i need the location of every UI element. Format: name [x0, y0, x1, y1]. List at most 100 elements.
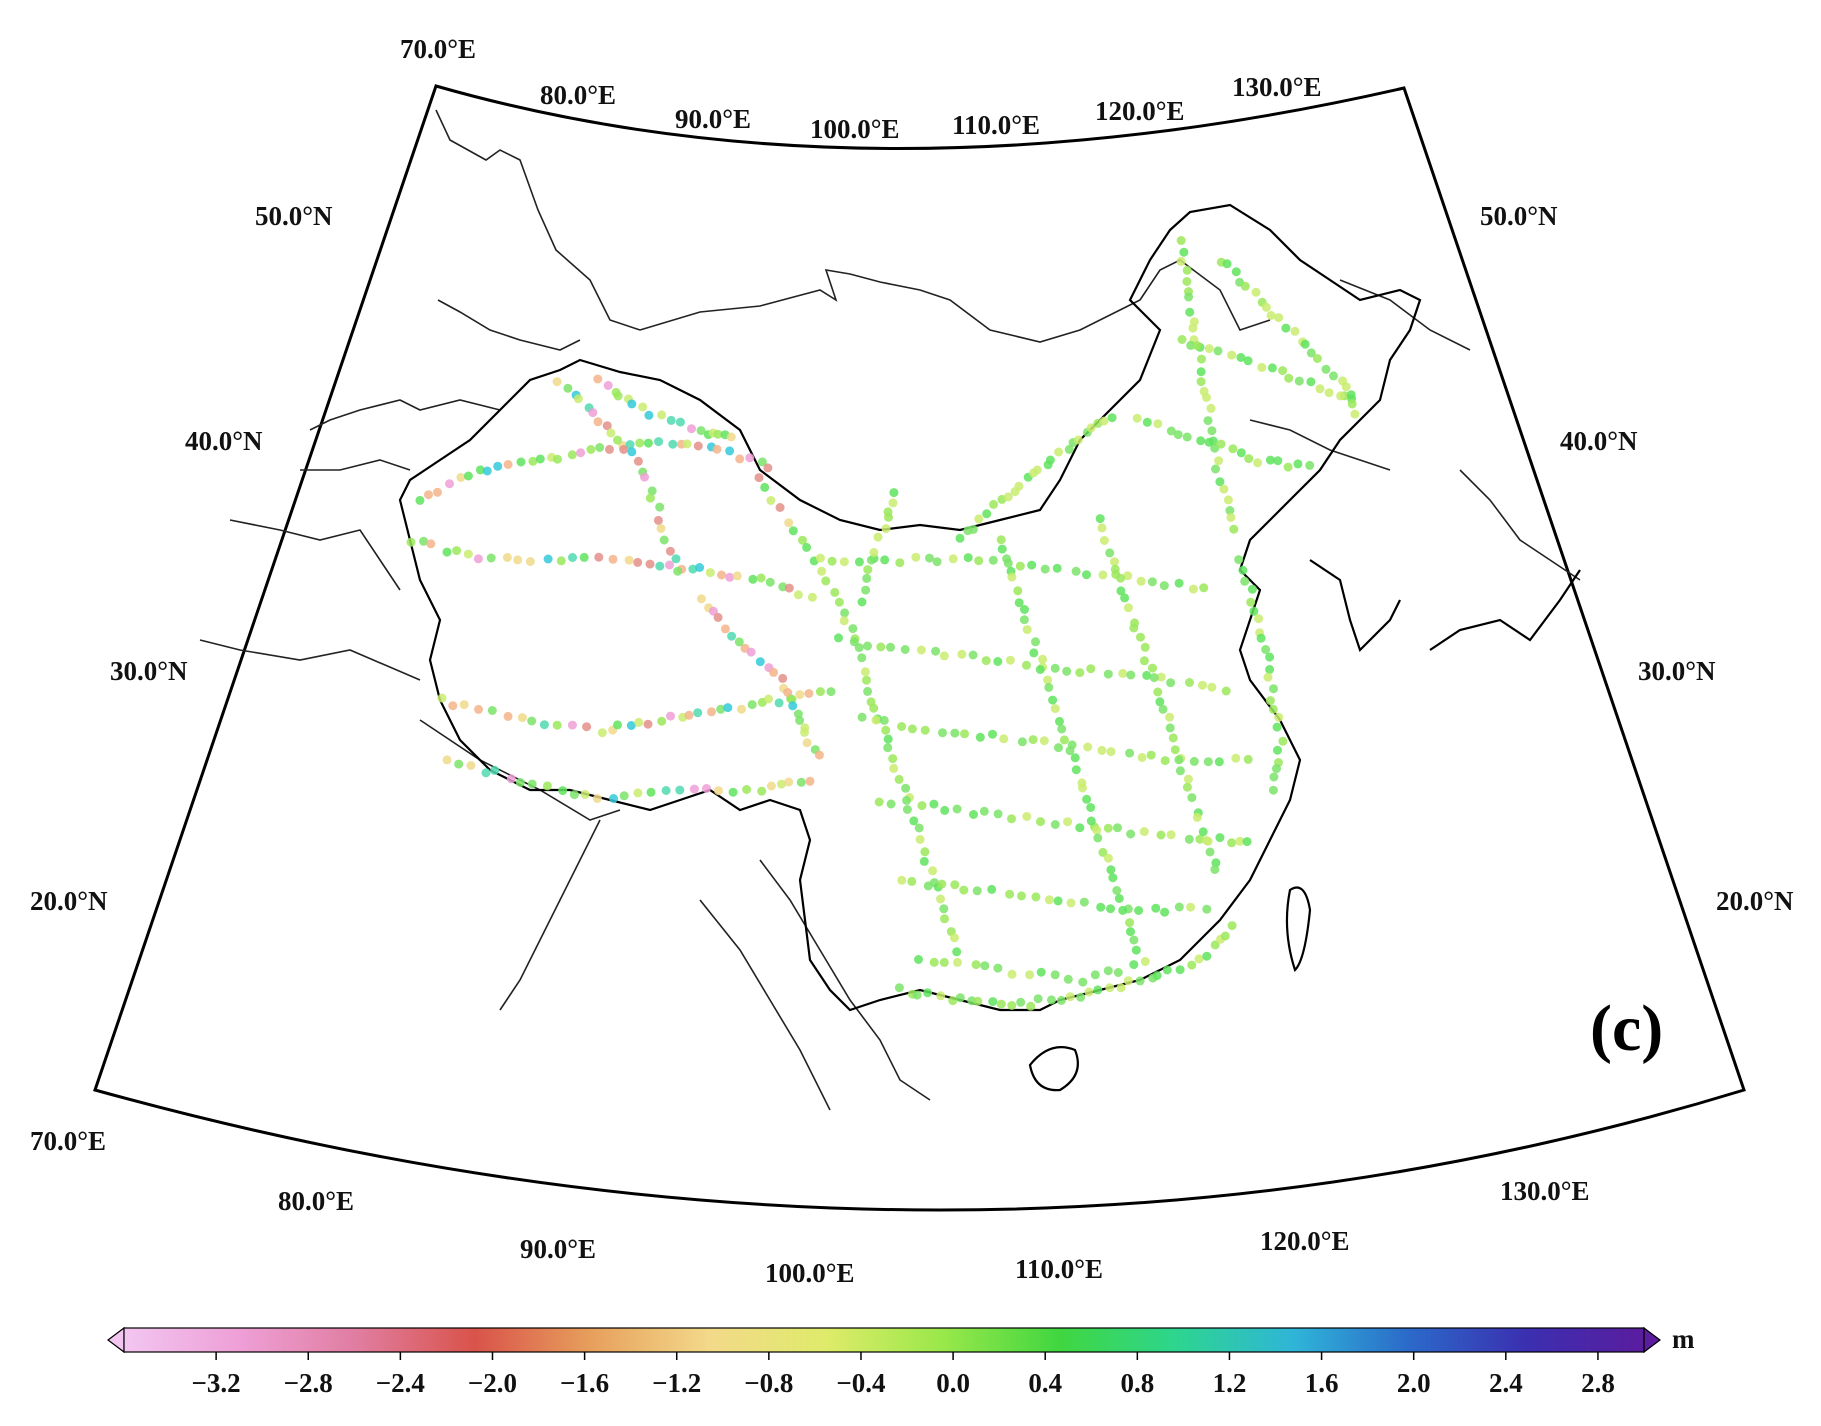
data-point [914, 955, 923, 964]
data-point [1202, 951, 1212, 961]
data-point [742, 785, 752, 794]
data-point [1071, 566, 1081, 576]
data-point [1098, 847, 1108, 857]
data-point [1219, 484, 1229, 494]
data-point [929, 957, 939, 967]
data-point [1227, 838, 1237, 848]
data-point [1103, 823, 1113, 833]
data-point [1014, 481, 1024, 491]
data-point [675, 785, 685, 795]
colorbar-tick-label: −3.2 [192, 1368, 241, 1398]
data-point [1116, 983, 1126, 993]
data-point [840, 608, 850, 618]
data-point [1265, 652, 1275, 662]
data-point [1228, 444, 1238, 454]
data-point [666, 415, 676, 425]
data-point [552, 720, 562, 730]
data-point [1033, 994, 1043, 1004]
data-point [980, 961, 990, 971]
data-point [1044, 895, 1054, 905]
data-point [911, 552, 921, 562]
data-point [1198, 827, 1208, 837]
data-point [613, 720, 622, 730]
data-point [1273, 456, 1283, 466]
data-point [1189, 756, 1199, 766]
data-point [866, 555, 876, 565]
data-point [873, 532, 883, 542]
data-point [542, 781, 552, 791]
data-point [1142, 670, 1152, 680]
data-point [1249, 606, 1259, 616]
data-point [1153, 419, 1163, 429]
data-point [1182, 277, 1192, 286]
data-point [1002, 554, 1012, 564]
data-point [588, 408, 598, 418]
data-point [1166, 426, 1176, 436]
data-point [1140, 957, 1150, 966]
data-point [442, 755, 452, 765]
data-point [1253, 458, 1263, 468]
data-point [1156, 672, 1166, 682]
lon-label-top-70: 70.0°E [400, 34, 476, 64]
data-point [863, 641, 872, 651]
data-point [1210, 865, 1220, 874]
data-point [1159, 581, 1169, 591]
data-point [732, 571, 742, 581]
data-point [745, 453, 755, 463]
data-point [900, 645, 910, 654]
colorbar-tick-label: −1.2 [652, 1368, 701, 1398]
data-point [1227, 921, 1237, 931]
data-point [860, 667, 870, 677]
data-point [1025, 970, 1035, 980]
data-point [1136, 576, 1146, 586]
colorbar-tick-label: −2.8 [284, 1368, 333, 1398]
data-point [1166, 678, 1176, 688]
data-point [1139, 827, 1149, 837]
data-point [950, 933, 959, 943]
data-point [727, 631, 737, 641]
colorbar-tick-label: −0.8 [744, 1368, 793, 1398]
data-point [1156, 830, 1166, 840]
data-point [708, 606, 718, 616]
data-point [1082, 570, 1091, 580]
lat-label-right-30: 30.0°N [1638, 656, 1716, 686]
data-point [513, 555, 523, 565]
data-point [1175, 766, 1185, 776]
data-point [952, 804, 962, 814]
data-point [624, 555, 634, 565]
data-point [1274, 712, 1284, 722]
data-point [1188, 584, 1198, 594]
data-point [1269, 684, 1278, 694]
data-point [1175, 965, 1185, 975]
data-point [597, 728, 607, 738]
data-point [757, 786, 767, 796]
data-point [1207, 682, 1217, 692]
data-point [974, 514, 984, 524]
data-point [1210, 940, 1220, 950]
data-point [1211, 858, 1221, 868]
data-point [901, 783, 911, 793]
data-point [1215, 477, 1225, 487]
data-point [1341, 382, 1351, 392]
data-point [1120, 593, 1130, 603]
data-point [1166, 830, 1176, 840]
data-point [1129, 623, 1139, 633]
data-point [848, 624, 858, 634]
data-point [876, 642, 886, 652]
data-point [1225, 506, 1235, 515]
data-point [503, 711, 513, 721]
data-point [1098, 570, 1108, 580]
data-point [919, 856, 929, 866]
data-point [1020, 605, 1029, 614]
data-point [474, 704, 483, 714]
data-point [671, 554, 681, 564]
lat-label-right-20: 20.0°N [1716, 886, 1794, 916]
data-point [1045, 455, 1055, 465]
data-point [726, 432, 736, 442]
data-point [1040, 564, 1050, 574]
data-point [834, 633, 843, 643]
data-point [646, 787, 656, 797]
data-point [880, 555, 890, 565]
data-point [1110, 564, 1120, 574]
data-point [502, 553, 512, 562]
